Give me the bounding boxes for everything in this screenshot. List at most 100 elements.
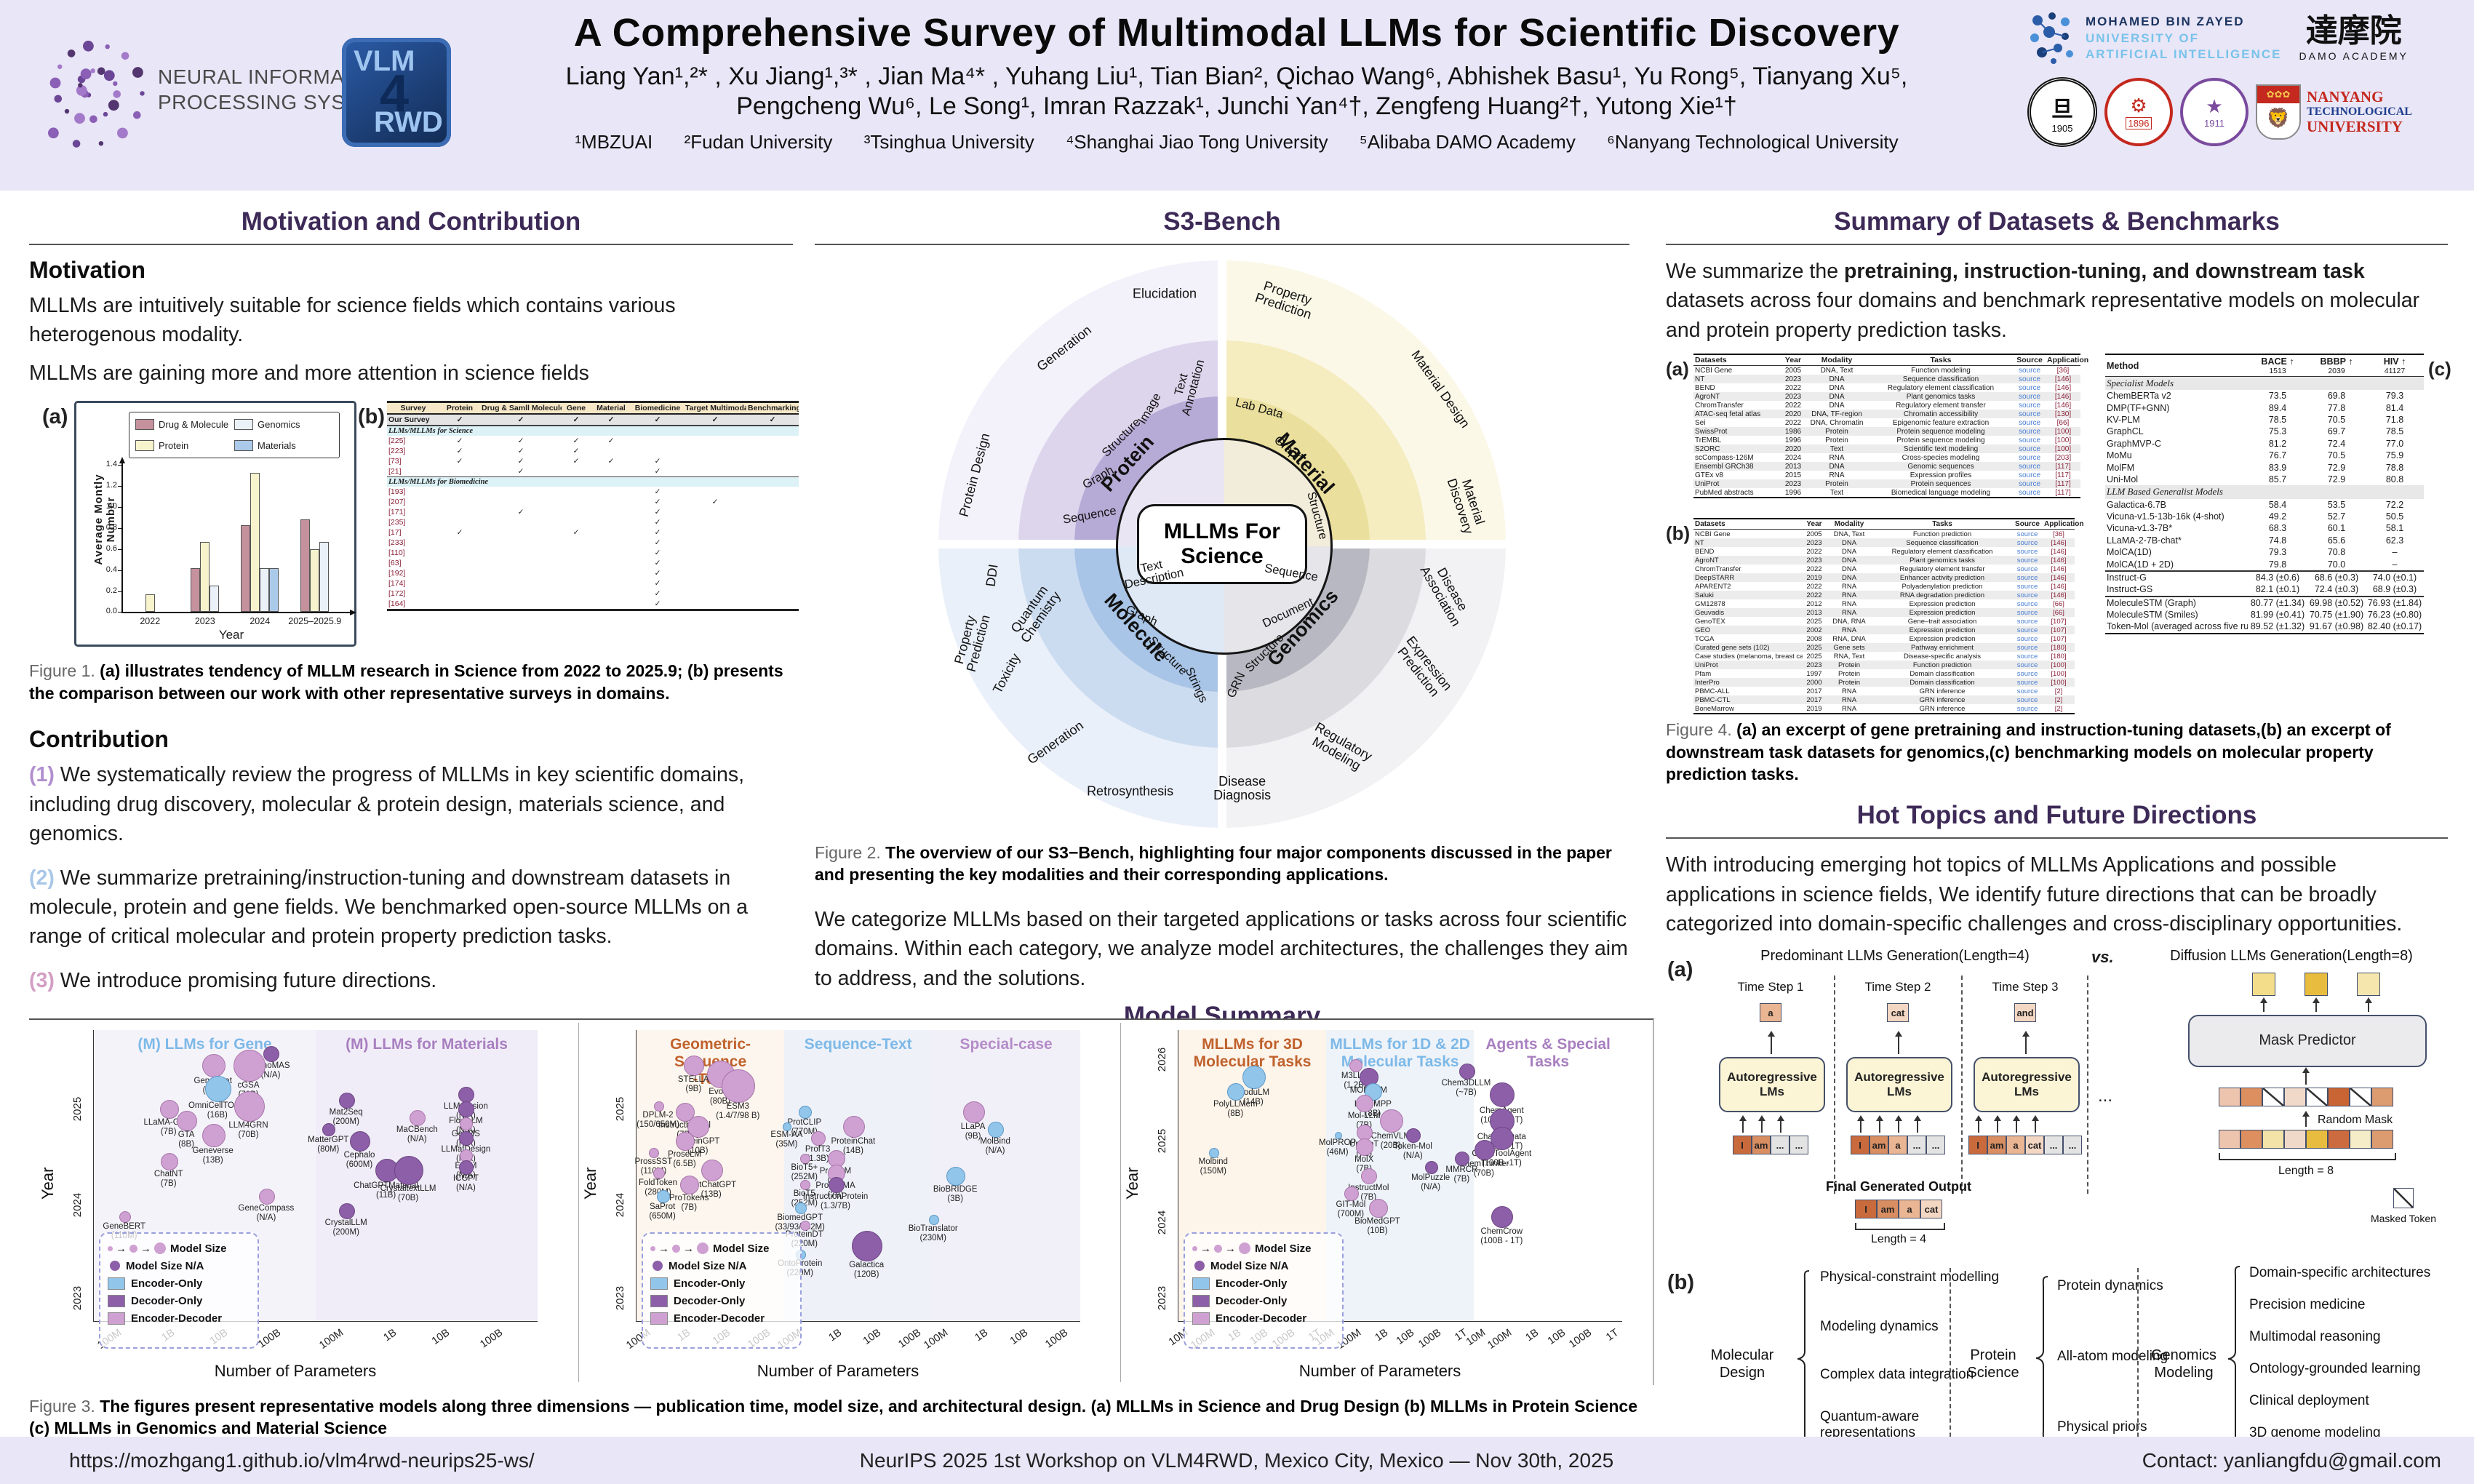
model-bubble-label: ModuLM (14B) (1206, 1088, 1301, 1107)
tree-leaf: 3D genome modeling (2249, 1424, 2381, 1440)
source-link[interactable]: source (2012, 704, 2043, 715)
table-cell: ✓ (654, 487, 661, 497)
source-link[interactable]: source (2018, 444, 2040, 453)
model-bubble-label: ProTokens (7B) (642, 1194, 736, 1213)
source-link[interactable]: source (2016, 687, 2038, 695)
table-cell (562, 589, 591, 599)
model-name: GeneBERT (103, 1222, 145, 1231)
y-tick-label: 2024 (1156, 1210, 1169, 1235)
model-name: Mat2Seq (329, 1108, 363, 1117)
autoregressive-lm-box: Autoregressive LMs (1974, 1056, 2080, 1112)
model-bubble (676, 1132, 695, 1151)
source-link[interactable]: source (2018, 401, 2040, 410)
source-link[interactable]: source (2016, 617, 2038, 626)
contribution-heading: Contribution (29, 726, 169, 753)
arrow-up-icon (1895, 1030, 1902, 1054)
metric-count: 2039 (2328, 366, 2345, 375)
model-name: ProssSST (634, 1157, 673, 1166)
model-bubble-label: Galactica (120B) (819, 1261, 914, 1280)
table-cell (684, 517, 746, 527)
x-axis-title: Number of Parameters (1298, 1362, 1461, 1380)
panel-zone: MLLMs for 1D & 2D Molecular Tasks (1326, 1030, 1475, 1321)
table-header-cell: Application (2043, 518, 2084, 530)
model-size: (N/A) (407, 1134, 427, 1144)
model-bubble (1356, 1095, 1374, 1112)
source-link[interactable]: source (2018, 383, 2040, 392)
table-cell: Domain classification (1910, 678, 1975, 687)
source-link[interactable]: source (2016, 538, 2038, 547)
table-cell: 2008 (1806, 634, 1822, 643)
table-cell: [100] (2051, 678, 2067, 687)
source-link[interactable]: source (2016, 626, 2038, 634)
source-link[interactable]: source (2018, 410, 2040, 418)
ntu-text-2: TECHNOLOGICAL (2307, 105, 2412, 119)
footer-contact[interactable]: Contact: yanliangfdu@gmail.com (2142, 1449, 2441, 1472)
panel-legend: → → Model Size Model Size N/A Encoder-Only De… (1184, 1232, 1344, 1349)
bar (241, 524, 251, 613)
wheel-center-line1: MLLMs For (1164, 519, 1280, 544)
masked-token (2306, 1087, 2328, 1106)
model-name: cGSA (237, 1081, 260, 1090)
source-link[interactable]: source (2018, 453, 2040, 462)
source-link[interactable]: source (2016, 643, 2038, 652)
model-bubble (1361, 1168, 1378, 1184)
source-link[interactable]: source (2018, 418, 2040, 427)
table-cell: GRN inference (1872, 704, 2012, 715)
model-bubble-label: GTA (8B) (139, 1130, 234, 1149)
source-link[interactable]: source (2016, 634, 2038, 643)
source-link[interactable]: source (2016, 695, 2038, 704)
source-link[interactable]: source (2016, 669, 2038, 678)
table-row: DMP(TF+GNN) 89.4 77.8 81.4 (2105, 402, 2424, 414)
source-link[interactable]: source (2018, 366, 2040, 375)
input-token: a (1888, 1135, 1907, 1154)
model-bubble (649, 1148, 660, 1158)
source-link[interactable]: source (2018, 375, 2040, 383)
source-link[interactable]: source (2018, 471, 2040, 479)
arrow-up-icon (1777, 1114, 1784, 1133)
table-group-row: LLM Based Generalist Models (2105, 485, 2424, 499)
time-step-title: Time Step 1 (1737, 979, 1804, 994)
source-link[interactable]: source (2016, 591, 2038, 599)
table-cell: 2002 (1806, 626, 1822, 634)
source-link[interactable]: source (2018, 462, 2040, 471)
source-link[interactable]: source (2016, 678, 2038, 687)
model-size: (N/A) (260, 1070, 281, 1080)
model-name: ESM3 (726, 1102, 749, 1111)
table-cell: DNA, Text (1820, 366, 1853, 375)
header-band: NEURAL INFORMATION PROCESSING SYSTEMS VL… (0, 0, 2474, 191)
source-link[interactable]: source (2014, 488, 2046, 499)
source-link[interactable]: source (2016, 582, 2038, 591)
table-cell: 84.3 (±0.6) (2255, 572, 2300, 583)
table-cell: 2017 (1806, 687, 1822, 695)
table-cell: DNA (1829, 401, 1845, 410)
table-row: GM12878 2012 RNA Expression prediction sourc… (1693, 599, 2075, 608)
table-row: Vicuna-v1.5-13b-16k (4-shot) 49.2 52.7 50.5 (2105, 511, 2424, 522)
source-link[interactable]: source (2016, 652, 2038, 661)
source-link[interactable]: source (2016, 661, 2038, 669)
source-link[interactable]: source (2016, 573, 2038, 582)
bar (210, 586, 220, 613)
source-link[interactable]: source (2016, 565, 2038, 573)
source-link[interactable]: source (2016, 556, 2038, 565)
source-link[interactable]: source (2018, 392, 2040, 401)
table-cell: [207] (388, 498, 406, 507)
model-size: (3B) (947, 1194, 964, 1203)
x-tick-label: 10B (1007, 1327, 1030, 1347)
source-link[interactable]: source (2016, 608, 2038, 617)
poster-title: A Comprehensive Survey of Multimodal LLM… (573, 11, 1900, 55)
table-cell (439, 538, 480, 548)
footer-url[interactable]: https://mozhgang1.github.io/vlm4rwd-neur… (69, 1449, 535, 1472)
table-cell: Protein (1837, 661, 1861, 669)
source-link[interactable]: source (2016, 599, 2038, 608)
section-title-datasets: Summary of Datasets & Benchmarks (1834, 207, 2280, 236)
mbzuai-text-2: UNIVERSITY OF (2086, 31, 2200, 45)
model-size: (8B) (1227, 1109, 1244, 1118)
source-link[interactable]: source (2018, 436, 2040, 444)
arrow-up-icon (2302, 1066, 2310, 1085)
source-link[interactable]: source (2016, 547, 2038, 556)
source-link[interactable]: source (2018, 427, 2040, 436)
source-link[interactable]: source (2018, 479, 2040, 488)
model-bubble (1491, 1127, 1515, 1150)
table-cell (439, 578, 480, 589)
source-link[interactable]: source (2016, 530, 2038, 538)
